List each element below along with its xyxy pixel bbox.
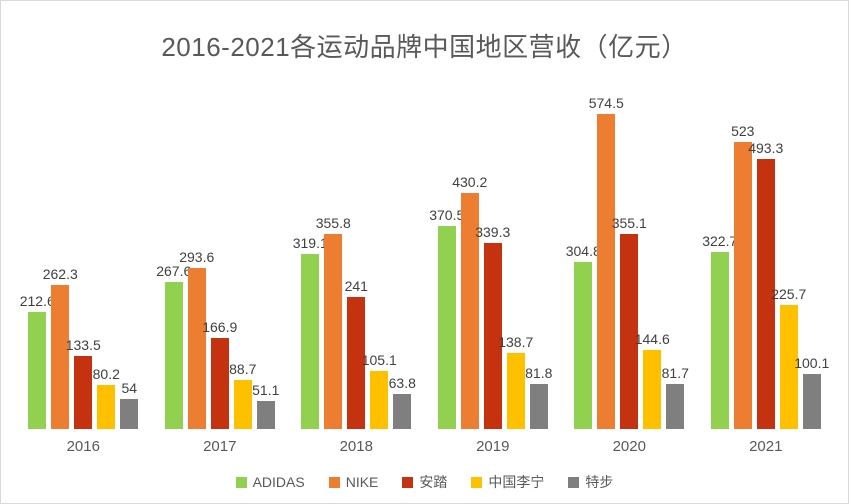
- bar-中国李宁-2021: 225.7: [771, 286, 806, 429]
- legend-label: ADIDAS: [252, 474, 305, 490]
- bar-ADIDAS-2019: 370.5: [429, 207, 464, 429]
- data-label: 166.9: [202, 318, 238, 335]
- bar-特步-2017: 51.1: [252, 382, 279, 429]
- bar-group-2019: 370.5 430.2 339.3 138.7 81.8 2019: [429, 113, 552, 455]
- bar-中国李宁-2019: 138.7: [498, 334, 533, 429]
- legend-label: 安踏: [419, 474, 448, 490]
- bar-NIKE-2019: 430.2: [452, 174, 487, 429]
- legend: ADIDAS NIKE 安踏 中国李宁 特步: [1, 472, 848, 492]
- data-label: 100.1: [794, 355, 830, 372]
- bar-group-2018: 319.1 355.8 241 105.1 63.8 2018: [293, 113, 416, 455]
- data-label: 355.8: [315, 214, 351, 231]
- bar-group-2017: 267.6 293.6 166.9 88.7 51.1 2017: [156, 113, 279, 455]
- data-label: 304.8: [565, 242, 601, 259]
- chart-title: 2016-2021各运动品牌中国地区营收（亿元）: [161, 32, 688, 62]
- bar-特步-2018: 63.8: [389, 375, 416, 429]
- data-label: 81.7: [661, 365, 689, 382]
- data-label: 63.8: [388, 375, 416, 391]
- data-label: 88.7: [229, 361, 257, 378]
- data-label: 339.3: [475, 224, 511, 240]
- legend-label: 特步: [585, 474, 614, 490]
- bar-ADIDAS-2018: 319.1: [293, 235, 328, 429]
- bar-NIKE-2016: 262.3: [43, 266, 78, 429]
- data-label: 493.3: [748, 139, 784, 156]
- data-label: 574.5: [588, 95, 624, 111]
- bar-特步-2021: 100.1: [794, 355, 829, 429]
- legend-item-ADIDAS: ADIDAS: [235, 474, 305, 490]
- bar-安踏-2018: 241: [345, 278, 368, 429]
- bar-安踏-2020: 355.1: [612, 215, 647, 429]
- legend-swatch-icon: [568, 476, 580, 488]
- data-label: 51.1: [252, 382, 280, 398]
- data-label: 267.6: [156, 263, 192, 280]
- bar-NIKE-2018: 355.8: [316, 215, 351, 429]
- legend-swatch-icon: [235, 476, 247, 488]
- data-label: 241: [344, 277, 368, 294]
- bar-NIKE-2017: 293.6: [179, 249, 214, 429]
- legend-item-安踏: 安踏: [402, 472, 447, 492]
- bar-特步-2020: 81.7: [662, 365, 689, 429]
- category-label: 2016: [66, 438, 100, 455]
- data-label: 81.8: [525, 365, 553, 382]
- data-label: 262.3: [42, 266, 78, 283]
- legend-item-NIKE: NIKE: [328, 474, 379, 490]
- category-label: 2019: [476, 438, 510, 455]
- legend-item-中国李宁: 中国李宁: [471, 472, 544, 492]
- bar-group-2020: 304.8 574.5 355.1 144.6 81.7 2020: [566, 95, 689, 455]
- legend-swatch-icon: [471, 476, 483, 488]
- data-label: 523: [731, 123, 755, 140]
- legend-label: 中国李宁: [488, 474, 545, 490]
- data-label: 319.1: [292, 235, 328, 251]
- bar-中国李宁-2020: 144.6: [635, 331, 670, 429]
- data-label: 430.2: [452, 174, 488, 191]
- data-label: 138.7: [498, 334, 534, 350]
- category-label: 2018: [339, 438, 373, 455]
- plot-area: 212.6 262.3 133.5 80.2 54 2016 267.6 293.6 166.9…: [15, 95, 834, 455]
- data-label: 133.5: [65, 336, 101, 353]
- bar-中国李宁-2017: 88.7: [229, 361, 256, 429]
- data-label: 80.2: [92, 366, 120, 382]
- data-label: 370.5: [429, 206, 465, 223]
- bar-中国李宁-2018: 105.1: [362, 352, 397, 429]
- category-label: 2021: [749, 438, 783, 455]
- bar-安踏-2019: 339.3: [475, 224, 510, 429]
- category-label: 2020: [612, 438, 646, 455]
- data-label: 54: [121, 380, 138, 397]
- data-label: 105.1: [361, 352, 397, 369]
- bar-特步-2019: 81.8: [525, 365, 552, 429]
- data-label: 212.6: [19, 293, 55, 310]
- bar-NIKE-2020: 574.5: [589, 95, 624, 429]
- data-label: 225.7: [771, 286, 807, 303]
- bar-安踏-2021: 493.3: [748, 140, 783, 429]
- category-label: 2017: [203, 438, 237, 455]
- data-label: 355.1: [611, 215, 647, 232]
- legend-swatch-icon: [328, 476, 340, 488]
- legend-item-特步: 特步: [568, 472, 613, 492]
- bar-ADIDAS-2017: 267.6: [156, 263, 191, 429]
- data-label: 144.6: [634, 330, 670, 347]
- data-label: 293.6: [179, 249, 215, 265]
- bar-特步-2016: 54: [120, 380, 139, 429]
- bar-group-2016: 212.6 262.3 133.5 80.2 54 2016: [20, 113, 139, 455]
- legend-swatch-icon: [402, 476, 414, 488]
- legend-label: NIKE: [345, 474, 379, 490]
- bar-ADIDAS-2021: 322.7: [702, 233, 737, 429]
- bar-安踏-2017: 166.9: [202, 319, 237, 429]
- bar-中国李宁-2016: 80.2: [93, 366, 120, 429]
- data-label: 322.7: [702, 233, 738, 250]
- bar-ADIDAS-2020: 304.8: [566, 243, 601, 429]
- bar-安踏-2016: 133.5: [66, 337, 101, 429]
- bar-ADIDAS-2016: 212.6: [20, 293, 55, 429]
- bar-group-2021: 322.7 523 493.3 225.7 100.1 2021: [702, 113, 829, 455]
- bar-NIKE-2021: 523: [731, 123, 754, 429]
